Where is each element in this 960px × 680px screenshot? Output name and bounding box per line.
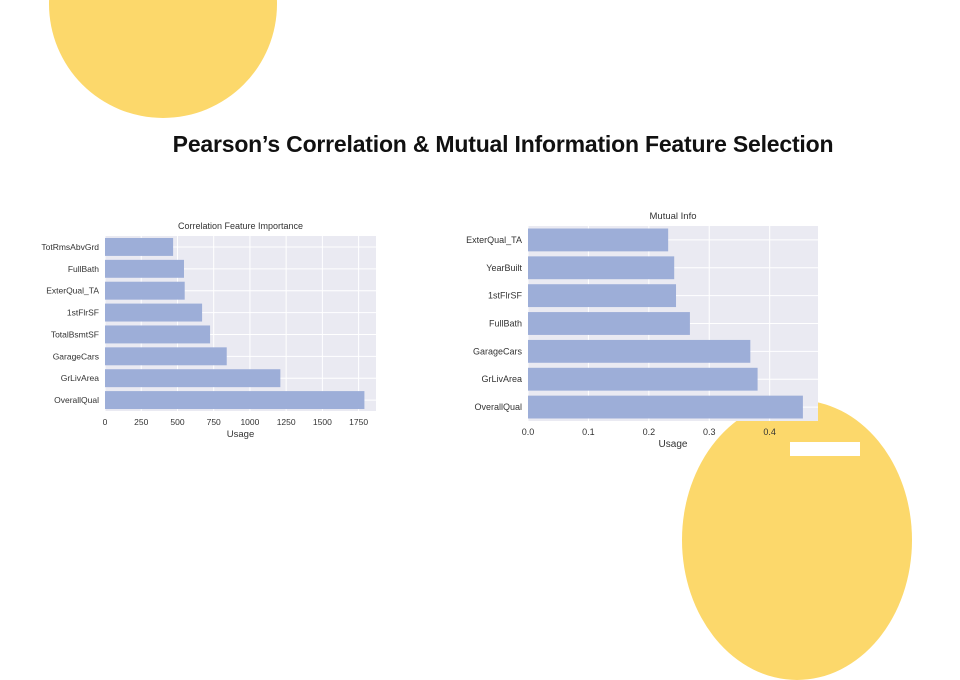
bar [105, 391, 365, 410]
bar [528, 256, 675, 280]
bar [105, 237, 174, 256]
x-tick-label: 250 [134, 417, 148, 427]
x-tick-label: 500 [170, 417, 184, 427]
bar [528, 228, 669, 252]
mutual-info-chart: 0.0 0.1 0.2 0.3 0.4 OverallQual GrLivArea Garag… [450, 204, 830, 460]
x-tick-label: 0.0 [522, 427, 535, 437]
x-tick-label: 0.1 [582, 427, 595, 437]
x-tick-label: 1000 [240, 417, 259, 427]
y-category-label: 1stFlrSF [67, 308, 99, 318]
bar [105, 259, 184, 278]
y-category-label: OverallQual [54, 395, 99, 405]
bar [105, 281, 185, 300]
bar [528, 367, 758, 391]
bar [528, 312, 690, 335]
bar [105, 347, 227, 366]
x-axis-label: Usage [659, 439, 688, 450]
y-category-label: ExterQual_TA [46, 286, 99, 296]
y-category-label: ExterQual_TA [466, 235, 522, 245]
chart-title: Mutual Info [650, 211, 697, 222]
x-tick-label: 0.3 [703, 427, 716, 437]
y-category-label: FullBath [68, 264, 99, 274]
y-category-label: GarageCars [473, 346, 523, 356]
y-category-label: TotRmsAbvGrd [41, 242, 99, 252]
x-tick-label: 1250 [277, 417, 296, 427]
y-category-label: GarageCars [53, 351, 99, 361]
bar [105, 325, 211, 344]
x-tick-label: 0.4 [763, 427, 776, 437]
x-axis-label: Usage [227, 429, 254, 440]
bar [528, 339, 751, 363]
bar [105, 303, 203, 322]
y-category-label: 1stFlrSF [488, 291, 523, 301]
y-category-label: FullBath [489, 319, 522, 329]
x-tick-label: 750 [207, 417, 221, 427]
y-category-label: TotalBsmtSF [51, 329, 99, 339]
y-category-label: GrLivArea [481, 374, 522, 384]
decorative-mask [790, 442, 860, 456]
y-category-label: GrLivArea [61, 373, 100, 383]
bar [105, 369, 281, 388]
chart-svg: 0.0 0.1 0.2 0.3 0.4 OverallQual GrLivArea Garag… [466, 211, 818, 450]
chart-svg: 0 250 500 750 1000 1250 1500 1750 OverallQual GrL… [41, 221, 376, 440]
bar [528, 395, 803, 419]
y-category-label: OverallQual [474, 402, 522, 412]
slide-title: Pearson’s Correlation & Mutual Informati… [172, 131, 834, 157]
x-tick-label: 0 [103, 417, 108, 427]
y-category-label: YearBuilt [486, 263, 522, 273]
decorative-circle-top [49, 0, 277, 118]
correlation-chart: 0 250 500 750 1000 1250 1500 1750 OverallQual GrL… [20, 218, 382, 448]
x-tick-label: 0.2 [643, 427, 656, 437]
x-tick-label: 1750 [349, 417, 368, 427]
chart-title: Correlation Feature Importance [178, 221, 303, 231]
x-tick-label: 1500 [313, 417, 332, 427]
bar [528, 284, 677, 308]
